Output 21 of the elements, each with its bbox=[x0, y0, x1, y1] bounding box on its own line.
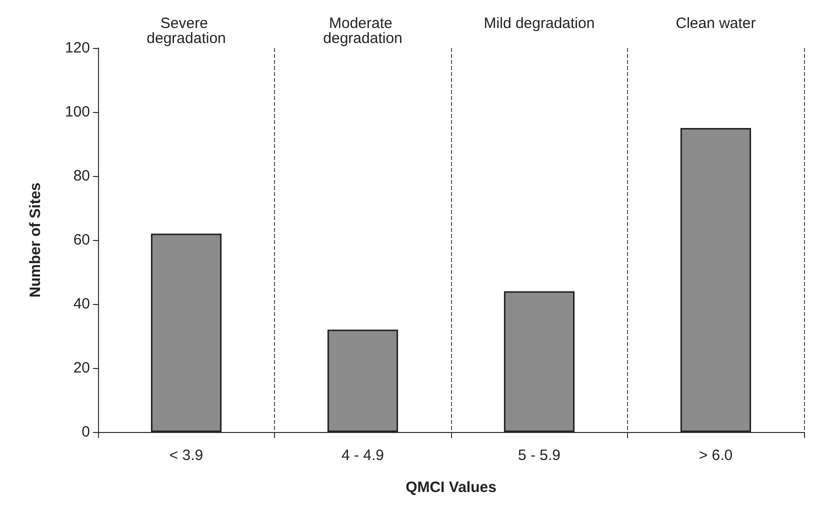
text: Mild degradation bbox=[484, 15, 595, 32]
y-axis-title: Number of Sites bbox=[27, 182, 44, 298]
y-tick-label: 100 bbox=[64, 104, 90, 120]
x-tick-label: 4 - 4.9 bbox=[341, 447, 384, 464]
bar bbox=[327, 330, 398, 432]
y-tick-label: 60 bbox=[73, 232, 90, 248]
bar bbox=[504, 291, 575, 432]
bar bbox=[150, 234, 222, 432]
x-axis-title: QMCI Values bbox=[406, 479, 496, 496]
y-tick-label: 0 bbox=[82, 424, 90, 440]
text: Moderate degradation bbox=[323, 15, 402, 47]
x-tick-label: > 6.0 bbox=[698, 447, 733, 464]
y-tick-label: 80 bbox=[73, 168, 90, 184]
y-tick-label: 120 bbox=[64, 40, 90, 56]
bar bbox=[680, 128, 752, 432]
y-tick-label: 40 bbox=[73, 296, 90, 312]
text: Clean water bbox=[676, 15, 756, 32]
text: Severe degradation bbox=[146, 15, 226, 47]
x-tick-label: 5 - 5.9 bbox=[518, 447, 561, 464]
y-tick-label: 20 bbox=[73, 360, 90, 376]
x-tick-label: < 3.9 bbox=[169, 447, 204, 464]
